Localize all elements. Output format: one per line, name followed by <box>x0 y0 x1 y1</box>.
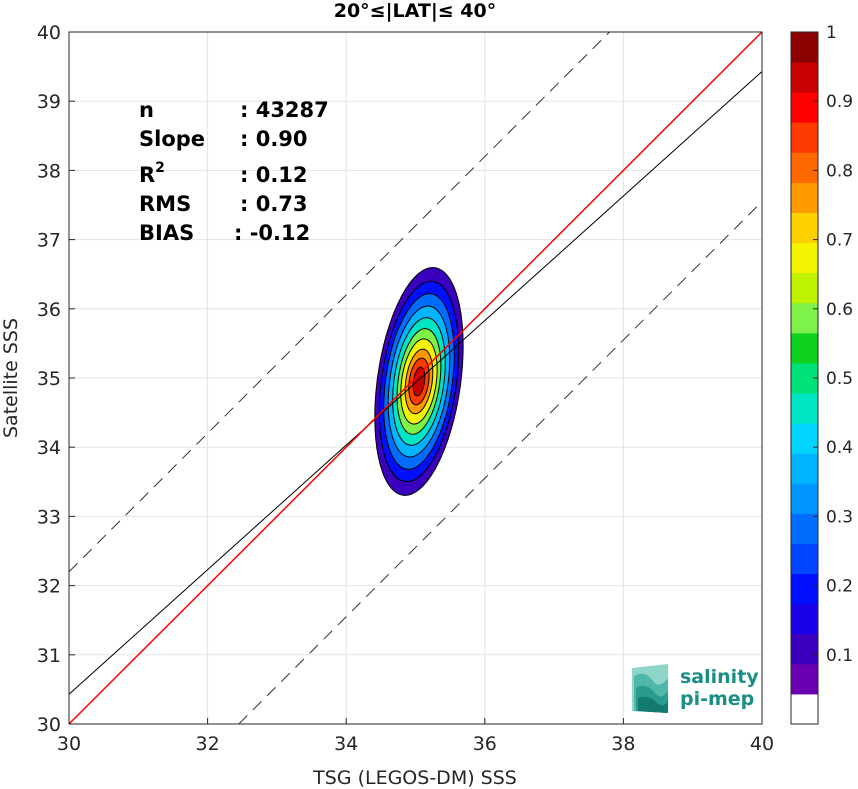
stat-rms-value: : 0.73 <box>240 192 308 216</box>
logo-line1: salinity <box>680 666 759 688</box>
y-ticks: 30 31 32 33 34 35 36 37 38 39 40 <box>37 22 75 736</box>
colorbar-segment <box>791 393 818 424</box>
colorbar-tick-label: 1 <box>826 23 837 43</box>
colorbar-segment <box>791 663 818 695</box>
colorbar-segment <box>791 182 818 214</box>
colorbar-segment <box>791 543 818 575</box>
colorbar-segment <box>791 423 818 454</box>
stat-slope-value: : 0.90 <box>240 127 308 151</box>
y-tick-label: 39 <box>37 91 61 113</box>
identity-line <box>68 31 763 725</box>
colorbar-tick-label: 0.9 <box>826 92 853 112</box>
lower-bound-line <box>238 201 763 725</box>
colorbar-segment <box>791 603 818 635</box>
fit-line <box>68 71 763 695</box>
logo-line2: pi-mep <box>680 688 754 710</box>
y-tick-label: 37 <box>37 230 61 252</box>
colorbar-segment <box>791 332 818 364</box>
colorbar-ticks: 0.1 0.2 0.3 0.4 0.5 0.6 0.7 0.8 0.9 1 <box>813 23 853 666</box>
colorbar-segment <box>791 242 818 274</box>
x-tick-label: 40 <box>750 733 774 755</box>
x-ticks: 30 32 34 36 38 40 <box>57 718 774 755</box>
colorbar-segment <box>791 302 818 334</box>
stats-box: n : 43287 Slope : 0.90 R2 : 0.12 RMS : 0… <box>139 98 329 245</box>
x-tick-label: 36 <box>473 733 497 755</box>
colorbar-tick-label: 0.5 <box>826 369 853 389</box>
stat-r2-label: R2 <box>139 160 165 187</box>
colorbar-tick-label: 0.7 <box>826 231 853 251</box>
chart-title: 20°≤|LAT|≤ 40° <box>334 0 497 22</box>
stat-r2-sup: 2 <box>155 160 165 176</box>
y-tick-label: 31 <box>37 645 61 667</box>
stat-n-label: n <box>139 98 154 122</box>
colorbar-tick-label: 0.4 <box>826 438 853 458</box>
logo-wave-icon <box>632 664 668 713</box>
colorbar-tick-label: 0.2 <box>826 577 853 597</box>
stat-r2-value: : 0.12 <box>240 163 308 187</box>
colorbar-segment <box>791 693 818 725</box>
x-tick-label: 32 <box>196 733 220 755</box>
stat-bias-label: BIAS <box>139 221 194 245</box>
colorbar-segment <box>791 272 818 304</box>
colorbar-segment <box>791 453 818 484</box>
y-tick-label: 38 <box>37 160 61 182</box>
x-tick-label: 30 <box>57 733 81 755</box>
colorbar-segment <box>791 32 818 63</box>
stat-rms-label: RMS <box>139 192 191 216</box>
colorbar-segment <box>791 122 818 153</box>
colorbar-tick-label: 0.6 <box>826 300 853 320</box>
colorbar-tick-label: 0.3 <box>826 507 853 527</box>
density-contours <box>374 267 464 496</box>
colorbar-segment <box>791 513 818 544</box>
colorbar-segment <box>791 92 818 123</box>
salinity-pi-mep-logo: salinity pi-mep <box>632 664 759 713</box>
colorbar-segment <box>791 212 818 244</box>
x-tick-label: 38 <box>611 733 635 755</box>
colorbar-tick-label: 0.8 <box>826 161 853 181</box>
y-tick-label: 40 <box>37 22 61 44</box>
stat-slope-label: Slope <box>139 127 205 151</box>
x-axis-label: TSG (LEGOS-DM) SSS <box>312 767 517 789</box>
x-tick-label: 34 <box>334 733 358 755</box>
colorbar-segment <box>791 152 818 183</box>
y-tick-label: 36 <box>37 299 61 321</box>
regression-lines <box>68 31 763 725</box>
colorbar <box>790 31 819 725</box>
y-axis-label: Satellite SSS <box>0 318 22 438</box>
y-tick-label: 33 <box>37 506 61 528</box>
upper-bound-line <box>68 31 610 573</box>
stat-r2-letter: R <box>139 163 155 187</box>
y-tick-label: 35 <box>37 368 61 390</box>
y-tick-label: 34 <box>37 437 61 459</box>
y-tick-label: 30 <box>37 714 61 736</box>
colorbar-segment <box>791 62 818 93</box>
y-tick-label: 32 <box>37 576 61 598</box>
stat-n-value: : 43287 <box>240 98 329 122</box>
colorbar-segment <box>791 483 818 514</box>
stat-bias-value: : -0.12 <box>234 221 310 245</box>
colorbar-tick-label: 0.1 <box>826 646 853 666</box>
colorbar-segment <box>791 573 818 605</box>
colorbar-segment <box>791 633 818 665</box>
